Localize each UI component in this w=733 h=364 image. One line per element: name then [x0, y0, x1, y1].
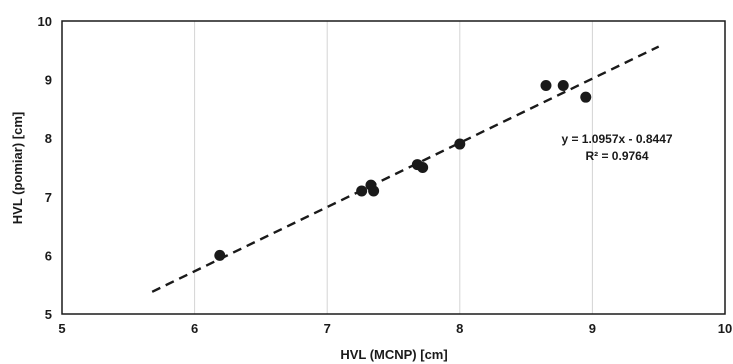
y-tick-labels: 5 6 7 8 9 10 [38, 14, 52, 322]
x-tick-label: 10 [718, 321, 732, 336]
data-point [580, 91, 592, 103]
data-point [356, 185, 368, 197]
data-point [417, 162, 429, 173]
x-tick-label: 8 [456, 321, 463, 336]
x-tick-label: 9 [589, 321, 596, 336]
y-tick-label: 8 [45, 131, 52, 146]
y-tick-label: 7 [45, 190, 52, 205]
y-axis-label: HVL (pomiar) [cm] [10, 112, 25, 224]
x-tick-label: 5 [58, 321, 65, 336]
x-tick-labels: 5 6 7 8 9 10 [58, 321, 732, 336]
trendline-r-squared: R² = 0.9764 [585, 149, 648, 163]
x-tick-label: 7 [324, 321, 331, 336]
trendline [151, 45, 660, 293]
y-tick-label: 5 [45, 307, 52, 322]
data-point [214, 249, 226, 261]
y-tick-label: 6 [45, 248, 52, 263]
data-point [454, 138, 466, 150]
data-points [214, 79, 592, 261]
x-tick-label: 6 [191, 321, 198, 336]
y-tick-label: 10 [38, 14, 52, 29]
trendline-equation: y = 1.0957x - 0.8447 [561, 132, 672, 146]
plot-frame [61, 20, 726, 315]
data-point [557, 79, 569, 91]
data-point [540, 79, 552, 91]
grid-lines [194, 21, 593, 314]
data-point [368, 185, 380, 197]
x-axis-label: HVL (MCNP) [cm] [340, 347, 447, 362]
y-tick-label: 9 [45, 73, 52, 88]
